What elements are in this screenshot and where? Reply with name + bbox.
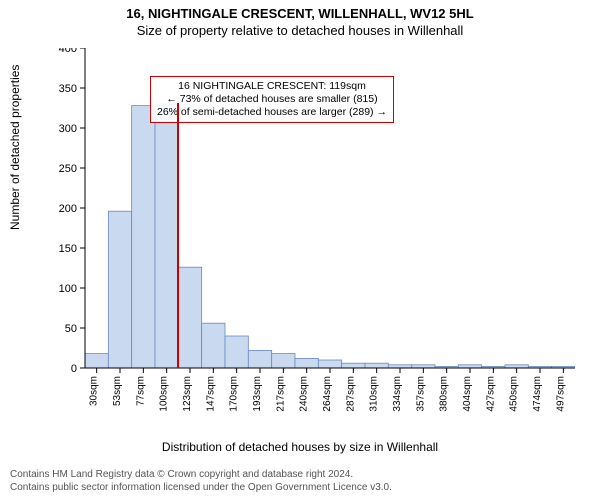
svg-text:450sqm: 450sqm [509, 376, 520, 412]
x-axis-label: Distribution of detached houses by size … [0, 440, 600, 454]
svg-text:217sqm: 217sqm [275, 376, 286, 412]
svg-text:53sqm: 53sqm [112, 376, 123, 406]
svg-text:350: 350 [59, 83, 77, 95]
credit-text: Contains HM Land Registry data © Crown c… [10, 469, 392, 494]
svg-text:0: 0 [71, 363, 77, 375]
svg-text:240sqm: 240sqm [299, 376, 310, 412]
svg-text:147sqm: 147sqm [205, 376, 216, 412]
annotation-line3: 26% of semi-detached houses are larger (… [157, 106, 387, 119]
svg-text:77sqm: 77sqm [135, 376, 146, 406]
svg-text:100sqm: 100sqm [159, 376, 170, 412]
svg-text:334sqm: 334sqm [392, 376, 403, 412]
chart-area: 0 50 100 150 200 250 300 350 400 30sqm 53sqm 77sqm 1… [55, 48, 575, 418]
svg-text:400: 400 [59, 48, 77, 55]
svg-text:200: 200 [59, 203, 77, 215]
credit-line2: Contains public sector information licen… [10, 482, 392, 495]
svg-text:30sqm: 30sqm [89, 376, 100, 406]
svg-text:264sqm: 264sqm [322, 376, 333, 412]
svg-text:380sqm: 380sqm [439, 376, 450, 412]
svg-text:193sqm: 193sqm [252, 376, 263, 412]
property-annotation: 16 NIGHTINGALE CRESCENT: 119sqm ← 73% of… [150, 76, 394, 123]
chart-titles: 16, NIGHTINGALE CRESCENT, WILLENHALL, WV… [0, 0, 600, 38]
svg-text:474sqm: 474sqm [532, 376, 543, 412]
svg-text:497sqm: 497sqm [555, 376, 566, 412]
y-axis-label: Number of detached properties [8, 65, 22, 230]
title-address: 16, NIGHTINGALE CRESCENT, WILLENHALL, WV… [0, 6, 600, 21]
title-subtitle: Size of property relative to detached ho… [0, 23, 600, 38]
svg-text:123sqm: 123sqm [182, 376, 193, 412]
svg-text:287sqm: 287sqm [345, 376, 356, 412]
annotation-line1: 16 NIGHTINGALE CRESCENT: 119sqm [157, 80, 387, 93]
svg-text:170sqm: 170sqm [229, 376, 240, 412]
svg-text:357sqm: 357sqm [415, 376, 426, 412]
svg-text:427sqm: 427sqm [485, 376, 496, 412]
annotation-line2: ← 73% of detached houses are smaller (81… [157, 93, 387, 106]
svg-text:404sqm: 404sqm [462, 376, 473, 412]
svg-text:100: 100 [59, 283, 77, 295]
svg-text:300: 300 [59, 123, 77, 135]
svg-text:250: 250 [59, 163, 77, 175]
credit-line1: Contains HM Land Registry data © Crown c… [10, 469, 392, 482]
property-marker-line [177, 103, 179, 368]
svg-text:50: 50 [65, 323, 77, 335]
svg-text:310sqm: 310sqm [369, 376, 380, 412]
svg-text:150: 150 [59, 243, 77, 255]
